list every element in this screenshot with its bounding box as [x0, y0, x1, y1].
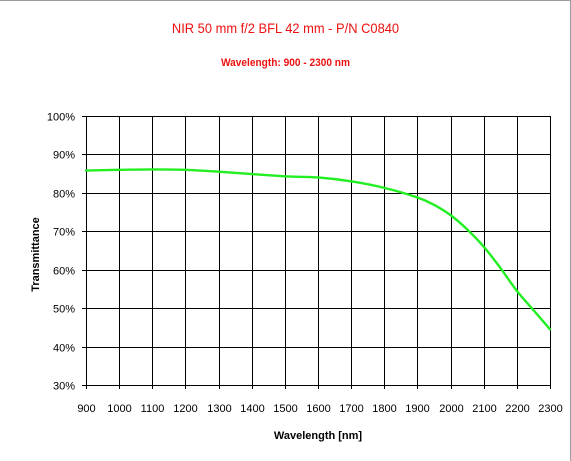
y-tick-label: 50%	[53, 304, 75, 316]
y-tick-label: 30%	[53, 381, 75, 393]
x-tick-label: 1300	[207, 403, 231, 415]
x-tick-label: 2200	[505, 403, 529, 415]
y-tick-label: 80%	[53, 189, 75, 201]
y-tick-label: 90%	[53, 150, 75, 162]
y-tick-label: 70%	[53, 227, 75, 239]
y-tick-label: 60%	[53, 266, 75, 278]
grid	[86, 116, 551, 386]
chart-subtitle: Wavelength: 900 - 2300 nm	[220, 57, 350, 69]
x-tick-label: 1700	[339, 403, 363, 415]
x-tick-label: 1100	[141, 403, 165, 415]
x-tick-label: 1900	[405, 403, 429, 415]
x-axis-ticks: 900 1000 1100 1200 1300 1400 1500 1600 1700 1800 1…	[77, 385, 563, 415]
series-group	[84, 168, 552, 331]
transmittance-line	[84, 168, 552, 331]
y-tick-label: 40%	[53, 343, 75, 355]
x-tick-label: 1200	[173, 403, 197, 415]
x-tick-label: 2300	[538, 403, 562, 415]
x-tick-label: 1000	[107, 403, 131, 415]
x-tick-label: 1800	[372, 403, 396, 415]
y-axis-label: Transmittance	[30, 217, 42, 292]
x-tick-label: 1500	[273, 403, 297, 415]
x-axis-label: Wavelength [nm]	[274, 430, 363, 442]
x-tick-label: 2100	[472, 403, 496, 415]
x-tick-label: 2000	[439, 403, 463, 415]
chart-title: NIR 50 mm f/2 BFL 42 mm - P/N C0840	[171, 20, 400, 36]
y-axis-ticks: 30% 40% 50% 60% 70% 80% 90% 100%	[47, 112, 86, 393]
y-tick-label: 100%	[47, 112, 75, 124]
x-tick-label: 1400	[240, 403, 264, 415]
x-tick-label: 1600	[306, 403, 330, 415]
x-tick-label: 900	[77, 403, 95, 415]
